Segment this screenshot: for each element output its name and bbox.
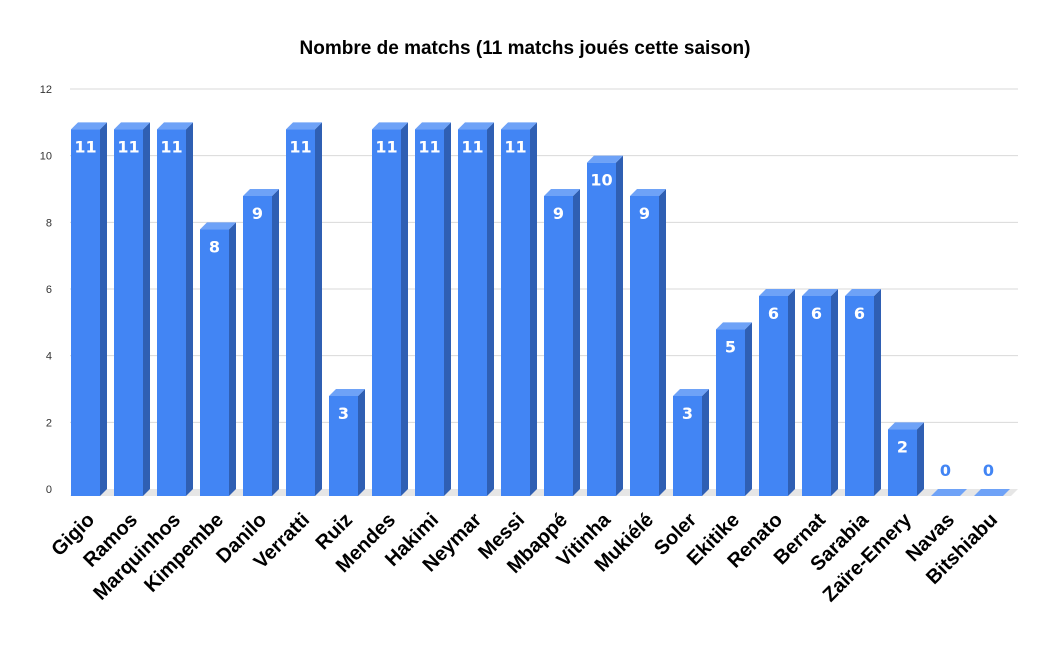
bar-top bbox=[673, 389, 709, 396]
y-tick-label: 6 bbox=[46, 284, 52, 296]
y-axis-ticks: 0 2 4 6 8 10 12 bbox=[40, 84, 52, 496]
bar-top bbox=[630, 189, 666, 196]
bar bbox=[759, 296, 788, 496]
data-label: 10 bbox=[590, 171, 612, 190]
data-labels: 11 11 11 8 9 11 3 11 11 11 11 9 10 9 3 5 6 6 6 2 0 0 bbox=[74, 137, 994, 480]
bar bbox=[845, 296, 874, 496]
bar bbox=[243, 196, 272, 496]
bar-side bbox=[874, 289, 881, 496]
data-label: 0 bbox=[983, 461, 994, 480]
bar-side bbox=[143, 122, 150, 496]
bar bbox=[200, 229, 229, 497]
bars bbox=[71, 122, 1010, 497]
data-label: 6 bbox=[854, 304, 865, 323]
bar-side bbox=[100, 122, 107, 496]
bar-side bbox=[401, 122, 408, 496]
bar-side bbox=[702, 389, 709, 496]
bar-top bbox=[329, 389, 365, 396]
y-tick-label: 10 bbox=[40, 151, 52, 163]
data-label: 11 bbox=[160, 137, 182, 156]
bar-side bbox=[917, 422, 924, 496]
data-label: 11 bbox=[375, 137, 397, 156]
bar-top bbox=[458, 122, 494, 130]
data-label: 11 bbox=[74, 137, 96, 156]
data-label: 11 bbox=[461, 137, 483, 156]
bar-top bbox=[587, 155, 623, 163]
bar-top bbox=[845, 289, 881, 296]
bar bbox=[372, 129, 401, 497]
bar-top bbox=[114, 122, 150, 130]
bar-top bbox=[716, 322, 752, 330]
bar-top bbox=[372, 122, 408, 130]
data-label: 9 bbox=[252, 204, 263, 223]
bar-top bbox=[501, 122, 537, 130]
bar-side bbox=[831, 289, 838, 496]
bar-side bbox=[659, 189, 666, 496]
chart-title: Nombre de matchs (11 matchs joués cette … bbox=[300, 38, 751, 59]
bar-top bbox=[286, 122, 322, 130]
bar-side bbox=[788, 289, 795, 496]
bar-top bbox=[415, 122, 451, 130]
data-label: 8 bbox=[209, 237, 220, 256]
bar-side bbox=[315, 122, 322, 496]
bar-side bbox=[530, 122, 537, 496]
bar bbox=[802, 296, 831, 496]
bar-side bbox=[573, 189, 580, 496]
bar-top bbox=[759, 289, 795, 296]
y-tick-label: 12 bbox=[40, 84, 52, 96]
bar bbox=[716, 329, 745, 496]
bar bbox=[415, 129, 444, 497]
bar bbox=[673, 396, 702, 496]
bar-top bbox=[544, 189, 580, 196]
y-tick-label: 4 bbox=[46, 351, 52, 363]
bar-side bbox=[229, 222, 236, 497]
bar-side bbox=[616, 155, 623, 496]
bar-top bbox=[200, 222, 236, 230]
data-label: 3 bbox=[682, 404, 693, 423]
data-label: 11 bbox=[504, 137, 526, 156]
bar-side bbox=[186, 122, 193, 496]
data-label: 3 bbox=[338, 404, 349, 423]
bar bbox=[587, 162, 616, 496]
y-tick-label: 2 bbox=[46, 417, 52, 429]
bar-top bbox=[931, 489, 967, 496]
bar-top bbox=[243, 189, 279, 196]
bar bbox=[888, 429, 917, 496]
bar bbox=[501, 129, 530, 497]
bar-top bbox=[71, 122, 107, 130]
bar-side bbox=[487, 122, 494, 496]
data-label: 6 bbox=[768, 304, 779, 323]
y-tick-label: 0 bbox=[46, 484, 52, 496]
bar bbox=[544, 196, 573, 496]
x-axis-ticks: GigioRamosMarquinhosKimpembeDaniloVerrat… bbox=[47, 508, 1002, 606]
bar bbox=[71, 129, 100, 497]
bar-side bbox=[444, 122, 451, 496]
bar bbox=[458, 129, 487, 497]
data-label: 11 bbox=[418, 137, 440, 156]
bar-top bbox=[157, 122, 193, 130]
bar-side bbox=[358, 389, 365, 496]
data-label: 9 bbox=[553, 204, 564, 223]
data-label: 6 bbox=[811, 304, 822, 323]
bar bbox=[114, 129, 143, 497]
data-label: 0 bbox=[940, 461, 951, 480]
bar-side bbox=[272, 189, 279, 496]
data-label: 11 bbox=[117, 137, 139, 156]
bar-top bbox=[802, 289, 838, 296]
bar bbox=[286, 129, 315, 497]
bar bbox=[630, 196, 659, 496]
data-label: 2 bbox=[897, 437, 908, 456]
y-tick-label: 8 bbox=[46, 217, 52, 229]
bar-side bbox=[745, 322, 752, 496]
bar bbox=[329, 396, 358, 496]
data-label: 5 bbox=[725, 337, 736, 356]
bar-top bbox=[888, 422, 924, 430]
data-label: 11 bbox=[289, 137, 311, 156]
data-label: 9 bbox=[639, 204, 650, 223]
bar bbox=[157, 129, 186, 497]
bar-top bbox=[974, 489, 1010, 496]
